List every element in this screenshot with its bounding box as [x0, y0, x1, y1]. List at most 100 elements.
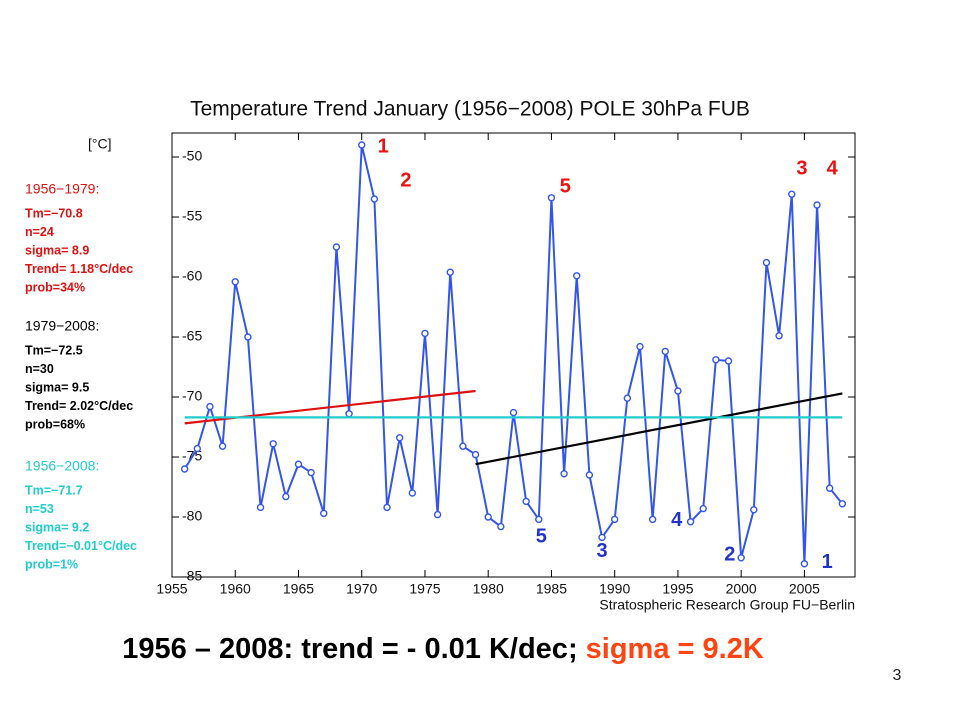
- x-tick-label: 1990: [599, 581, 630, 597]
- data-point: [180, 465, 189, 473]
- data-point: [585, 471, 594, 479]
- y-tick-label: -50: [182, 148, 202, 164]
- data-point: [573, 272, 581, 280]
- data-point: [762, 258, 771, 267]
- stats-line: sigma= 9.5: [25, 380, 89, 394]
- credit: Stratospheric Research Group FU−Berlin: [599, 597, 855, 613]
- stats-line: Tm=−72.5: [25, 343, 83, 357]
- data-point: [370, 195, 379, 203]
- y-tick-label: -80: [182, 508, 202, 524]
- x-tick-label: 1965: [283, 581, 314, 597]
- data-point: [358, 141, 366, 149]
- data-point: [497, 522, 505, 531]
- stats-heading: 1956−2008:: [25, 458, 99, 474]
- data-point: [282, 492, 290, 501]
- data-point: [813, 201, 821, 209]
- data-point: [737, 554, 745, 562]
- x-tick-label: 1980: [473, 581, 504, 597]
- chart-title: Temperature Trend January (1956−2008) PO…: [190, 98, 750, 121]
- plot-frame: [171, 132, 856, 578]
- y-tick-label: -65: [182, 328, 202, 344]
- data-point: [724, 357, 733, 365]
- rank-label: 2: [724, 544, 735, 566]
- page-number: 3: [893, 667, 902, 684]
- y-tick-label: -60: [182, 268, 202, 284]
- data-point: [256, 503, 265, 512]
- stats-heading: 1979−2008:: [25, 318, 99, 334]
- data-point: [800, 560, 809, 568]
- data-point: [661, 347, 669, 356]
- rank-label: 1: [822, 551, 833, 573]
- data-point: [218, 442, 227, 450]
- data-point: [231, 278, 239, 286]
- stats-line: n=30: [25, 362, 54, 376]
- x-tick-label: 1995: [662, 581, 693, 597]
- data-point: [699, 504, 707, 513]
- rank-label: 1: [378, 136, 389, 158]
- data-line: [183, 144, 844, 564]
- data-point: [320, 509, 328, 518]
- data-point: [712, 356, 720, 364]
- data-point: [750, 506, 758, 514]
- stats-line: prob=34%: [25, 280, 85, 294]
- data-point: [471, 450, 480, 459]
- data-point: [686, 518, 695, 526]
- data-point: [623, 394, 632, 402]
- stats-heading: 1956−1979:: [25, 181, 99, 197]
- data-point: [269, 440, 277, 448]
- data-point: [446, 268, 454, 276]
- data-point: [307, 468, 315, 477]
- stats-line: prob=68%: [25, 417, 85, 431]
- data-point: [610, 515, 619, 524]
- data-point: [788, 190, 796, 198]
- data-point: [193, 444, 201, 453]
- data-point: [535, 515, 543, 524]
- y-tick-label: -85: [182, 568, 202, 584]
- stats-line: Trend= 2.02°C/dec: [25, 399, 133, 413]
- data-point: [433, 510, 442, 519]
- rank-label: 2: [400, 169, 411, 191]
- data-point: [383, 503, 391, 512]
- data-point: [636, 342, 644, 351]
- x-tick-label: 1960: [220, 581, 251, 597]
- x-tick-label: 1955: [156, 581, 187, 597]
- data-point: [522, 497, 530, 506]
- y-tick-label: -55: [182, 208, 202, 224]
- data-point: [395, 434, 404, 442]
- y-tick-label: -70: [182, 388, 202, 404]
- rank-label: 3: [596, 540, 607, 562]
- rank-label: 5: [536, 526, 547, 548]
- stats-line: Tm=−71.7: [25, 483, 83, 497]
- stats-line: sigma= 9.2: [25, 520, 89, 534]
- data-point: [838, 500, 847, 508]
- x-tick-label: 1985: [536, 581, 567, 597]
- caption: 1956 – 2008: trend = - 0.01 K/dec; sigma…: [122, 633, 764, 665]
- caption-main: 1956 – 2008: trend = - 0.01 K/dec;: [122, 633, 585, 665]
- x-tick-label: 2005: [789, 581, 820, 597]
- data-point: [560, 470, 568, 478]
- x-tick-label: 2000: [726, 581, 757, 597]
- stats-line: prob=1%: [25, 557, 78, 571]
- data-point: [294, 460, 303, 468]
- data-point: [244, 333, 252, 341]
- data-point: [648, 515, 657, 524]
- data-point: [206, 402, 214, 411]
- trend-line: [475, 392, 843, 466]
- x-tick-label: 1970: [346, 581, 377, 597]
- data-point: [484, 513, 492, 521]
- caption-highlight: sigma = 9.2K: [586, 633, 764, 665]
- stats-line: Trend=−0.01°C/dec: [25, 539, 137, 553]
- stats-line: Tm=−70.8: [25, 206, 83, 220]
- data-point: [598, 533, 606, 542]
- y-axis-label: [°C]: [88, 136, 112, 152]
- data-point: [547, 194, 556, 202]
- data-point: [459, 442, 467, 450]
- data-point: [345, 410, 353, 418]
- data-point: [408, 489, 417, 497]
- stats-line: n=53: [25, 502, 54, 516]
- stats-line: n=24: [25, 225, 54, 239]
- rank-label: 5: [560, 175, 571, 197]
- data-point: [826, 484, 834, 492]
- data-point: [421, 329, 429, 338]
